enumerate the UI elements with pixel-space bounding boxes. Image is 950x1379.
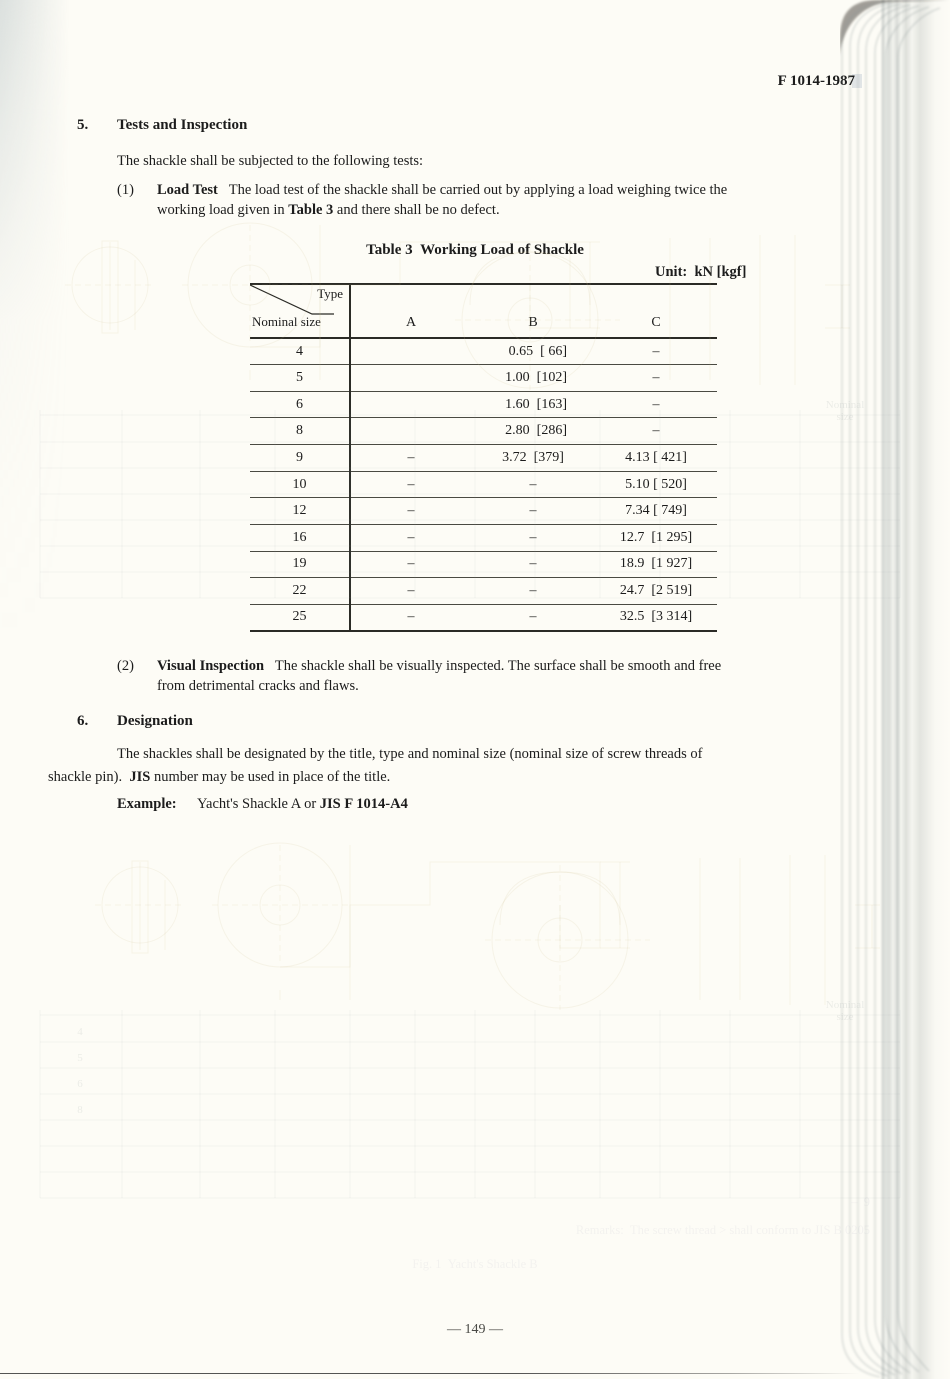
svg-text:Remarks: The screw thread > s: Remarks: The screw thread > shall confor… [576,1223,870,1237]
svg-text:6: 6 [77,1078,83,1090]
svg-text:Fig. 1 Yacht's Shackle B: Fig. 1 Yacht's Shackle B [412,1257,537,1271]
svg-text:4: 4 [77,1026,83,1038]
svg-text:5: 5 [77,1052,83,1064]
svg-text:8: 8 [77,1104,83,1116]
